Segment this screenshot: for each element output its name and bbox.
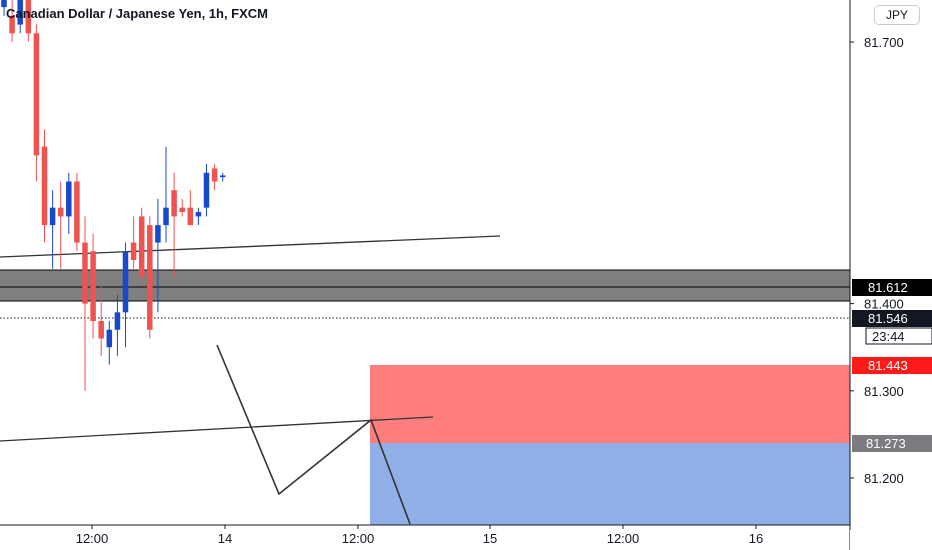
candle-body[interactable] <box>90 251 96 322</box>
time-tick-label: 14 <box>218 531 232 546</box>
candle-body[interactable] <box>211 168 218 182</box>
lower-trendline[interactable] <box>0 416 434 442</box>
price-tick-label: 81.300 <box>864 384 904 399</box>
last-price-label-text: 81.546 <box>868 311 908 326</box>
candlesticks <box>1 0 226 391</box>
stop-level-label[interactable]: 81.443 <box>852 357 932 374</box>
candle-body[interactable] <box>25 0 32 34</box>
axis-corner <box>850 530 932 550</box>
price-tick-label: 81.400 <box>864 297 904 312</box>
stop-level-label-bg <box>852 357 932 374</box>
stop-level-label-text: 81.443 <box>868 358 908 373</box>
candle-body[interactable] <box>219 175 226 178</box>
time-tick-label: 12:00 <box>342 531 375 546</box>
candle-body[interactable] <box>187 207 194 226</box>
buy-zone[interactable] <box>370 443 850 525</box>
candle-body[interactable] <box>179 207 185 213</box>
projected-path[interactable] <box>216 344 411 525</box>
candle-body[interactable] <box>1 0 7 8</box>
level-label[interactable]: 81.612 <box>852 279 932 296</box>
candle-body[interactable] <box>171 190 177 217</box>
time-tick-label: 15 <box>483 531 497 546</box>
candle-body[interactable] <box>41 146 48 226</box>
candle-body[interactable] <box>17 0 23 25</box>
price-axis-ticks: 81.20081.30081.40081.70081.80081.90082.0… <box>850 35 904 486</box>
last-price-label[interactable]: 81.546 <box>852 310 932 327</box>
time-tick-label: 16 <box>749 531 763 546</box>
candle-body[interactable] <box>114 312 121 330</box>
price-axis[interactable] <box>850 0 932 550</box>
time-tick-label: 12:00 <box>76 531 109 546</box>
candle-body[interactable] <box>155 225 161 243</box>
candle-body[interactable] <box>163 207 169 226</box>
time-axis-ticks: 12:00 14 12:00 15 12:00 16 <box>76 525 763 546</box>
entry-level-label-text: 81.273 <box>866 436 906 451</box>
candle-body[interactable] <box>33 33 40 156</box>
candle-body[interactable] <box>98 321 104 339</box>
level-label-bg <box>852 279 932 296</box>
entry-level-label-bg <box>852 435 932 452</box>
candle-body[interactable] <box>195 212 202 217</box>
time-tick-label: 12:00 <box>607 531 640 546</box>
candle-body[interactable] <box>66 181 72 217</box>
level-label-text: 81.612 <box>868 280 908 295</box>
candle-body[interactable] <box>82 242 88 304</box>
candle-body[interactable] <box>203 172 210 208</box>
candle-body[interactable] <box>138 216 145 278</box>
candle-body[interactable] <box>9 15 15 34</box>
countdown-label-bg <box>865 327 932 345</box>
price-tick-label: 81.700 <box>864 35 904 50</box>
price-tick-label: 81.200 <box>864 471 904 486</box>
currency-badge[interactable]: JPY <box>874 5 920 25</box>
candle-body[interactable] <box>122 251 129 313</box>
countdown-label-text: 23:44 <box>872 329 905 344</box>
last-price-label-bg <box>852 310 932 327</box>
candle-body[interactable] <box>74 181 80 243</box>
candle-body[interactable] <box>147 225 153 330</box>
sell-zone[interactable] <box>370 365 850 443</box>
candle-body[interactable] <box>106 329 113 348</box>
candle-body[interactable] <box>49 207 56 226</box>
candle-body[interactable] <box>130 242 137 260</box>
countdown-label: 23:44 <box>865 327 932 345</box>
chart-title: Canadian Dollar / Japanese Yen, 1h, FXCM <box>6 6 269 21</box>
candle-body[interactable] <box>57 207 64 217</box>
entry-level-label[interactable]: 81.273 <box>852 435 932 452</box>
